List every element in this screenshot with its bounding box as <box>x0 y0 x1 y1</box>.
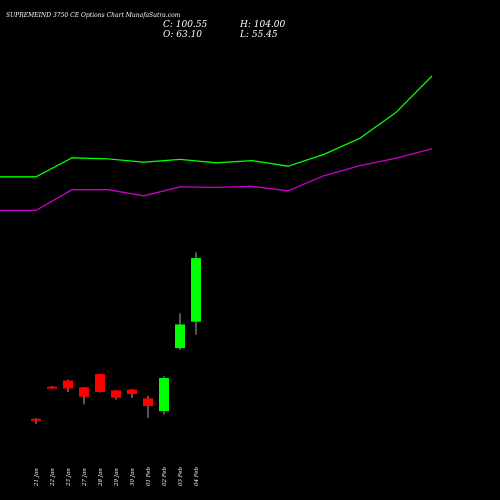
open-value: O: 63.10 <box>163 30 202 40</box>
candle-27-jan <box>79 387 89 405</box>
candle-02-feb <box>159 376 169 415</box>
low-value: L: 55.45 <box>239 30 278 40</box>
x-tick-label: 02 Feb <box>162 466 168 486</box>
x-tick-label: 01 Feb <box>146 466 152 486</box>
x-tick-label: 21 Jan <box>34 468 40 487</box>
candle-30-jan <box>127 389 137 399</box>
chart-title: SUPREMEIND 3750 CE Options Chart MunafaS… <box>6 12 181 19</box>
upper-band-line <box>0 75 433 178</box>
x-tick-label: 29 Jan <box>114 468 120 487</box>
close-value: C: 100.55 <box>163 20 208 30</box>
x-tick-label: 22 Jan <box>50 468 56 487</box>
candle-01-feb <box>143 395 153 418</box>
x-tick-label: 27 Jan <box>82 468 88 487</box>
candle-28-jan <box>95 373 105 393</box>
candle-body <box>175 324 185 349</box>
candle-23-jan <box>63 379 73 392</box>
candle-body <box>143 398 153 407</box>
candle-body <box>191 258 201 322</box>
candle-body <box>63 380 73 389</box>
candle-03-feb <box>175 313 185 350</box>
x-axis-ticks: 21 Jan 22 Jan 23 Jan 27 Jan 28 Jan 29 Jan 30 J… <box>34 466 200 487</box>
candle-body <box>95 374 105 392</box>
candle-body <box>31 418 41 421</box>
x-tick-label: 03 Feb <box>178 466 184 486</box>
x-tick-label: 28 Jan <box>98 468 104 487</box>
x-tick-label: 04 Feb <box>194 466 200 486</box>
lower-band-line <box>0 148 433 212</box>
x-tick-label: 23 Jan <box>66 468 72 487</box>
candles-layer <box>31 252 201 424</box>
bands-layer <box>0 75 433 212</box>
candle-22-jan <box>47 385 57 389</box>
x-tick-label: 30 Jan <box>130 468 136 486</box>
high-value: H: 104.00 <box>239 20 286 30</box>
candle-body <box>79 387 89 397</box>
candle-body <box>111 390 121 398</box>
candle-21-jan <box>31 417 41 424</box>
candle-body <box>47 386 57 389</box>
candle-body <box>159 378 169 412</box>
candle-body <box>127 389 137 395</box>
candle-04-feb <box>191 252 201 335</box>
candle-29-jan <box>111 389 121 400</box>
